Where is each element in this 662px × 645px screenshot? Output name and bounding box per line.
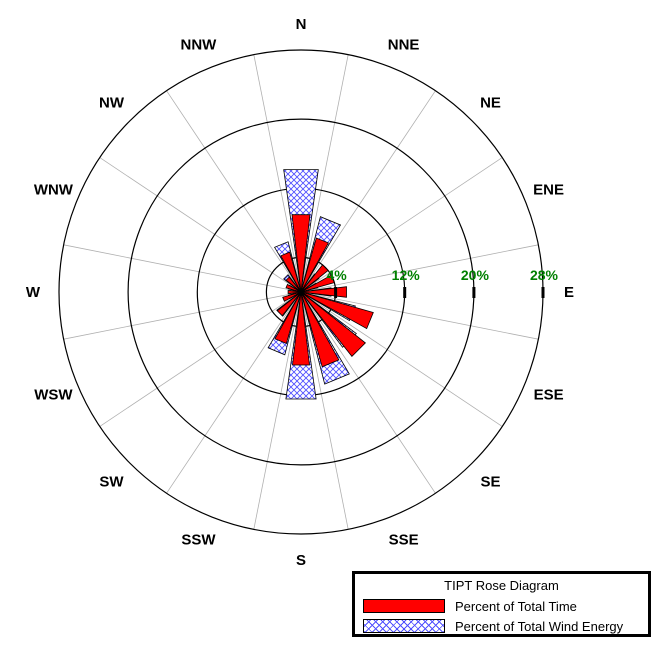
legend-swatch-time xyxy=(363,599,445,613)
ring-label-3: 28% xyxy=(530,267,559,283)
percent-of-total-time-petal-nne xyxy=(300,237,329,293)
percent-of-total-time-petal-ese xyxy=(300,291,374,330)
direction-label-n: N xyxy=(296,16,307,33)
percent-of-total-time-petal-n xyxy=(291,214,311,293)
percent-of-total-time-petal-wsw xyxy=(282,291,302,302)
percent-of-total-time-petal-ne xyxy=(300,264,329,293)
direction-label-ese: ESE xyxy=(534,387,564,404)
sector-spoke-sse xyxy=(300,291,349,530)
direction-label-sw: SW xyxy=(99,474,124,491)
sector-spoke-n xyxy=(300,54,349,293)
percent-of-total-time-petal-nnw xyxy=(280,251,302,293)
direction-label-ne: NE xyxy=(480,95,501,112)
direction-label-w: W xyxy=(26,284,41,301)
sector-spoke-ssw xyxy=(166,291,302,494)
direction-label-nne: NNE xyxy=(388,36,420,53)
sector-spoke-nnw xyxy=(253,54,302,293)
legend-swatch-energy xyxy=(363,619,445,633)
sector-spoke-w xyxy=(63,244,302,293)
legend-title: TIPT Rose Diagram xyxy=(444,578,559,593)
direction-label-se: SE xyxy=(480,474,500,491)
direction-label-sse: SSE xyxy=(389,532,419,549)
legend-label-energy: Percent of Total Wind Energy xyxy=(455,618,624,634)
percent-of-total-time-petal-wnw xyxy=(285,283,302,293)
direction-label-e: E xyxy=(564,284,574,301)
percent-of-total-time-petal-ssw xyxy=(274,291,302,345)
direction-label-ene: ENE xyxy=(533,181,564,198)
percent-of-total-time-petal-ene xyxy=(300,274,335,293)
direction-label-nw: NW xyxy=(99,95,125,112)
percent-of-total-time-petal-w xyxy=(287,290,302,294)
ring-tick-0 xyxy=(334,287,338,298)
sector-spoke-nne xyxy=(300,90,436,293)
sector-spoke-wsw xyxy=(63,291,302,340)
ring-label-2: 20% xyxy=(461,267,490,283)
direction-label-nnw: NNW xyxy=(180,36,217,53)
sector-spoke-e xyxy=(300,291,539,340)
sector-spoke-wnw xyxy=(99,157,302,293)
direction-label-ssw: SSW xyxy=(181,532,216,549)
sector-spoke-s xyxy=(253,291,302,530)
sector-spoke-se xyxy=(300,291,436,494)
direction-label-wnw: WNW xyxy=(34,181,74,198)
ring-label-0: 4% xyxy=(326,267,347,283)
ring-tick-2 xyxy=(472,287,476,298)
direction-label-s: S xyxy=(296,552,306,569)
ring-tick-3 xyxy=(541,287,545,298)
ring-label-1: 12% xyxy=(392,267,421,283)
percent-of-total-time-petal-s xyxy=(292,291,310,366)
sector-spoke-ese xyxy=(300,291,503,427)
direction-label-wsw: WSW xyxy=(34,387,73,404)
legend-label-time: Percent of Total Time xyxy=(455,598,577,614)
percent-of-total-time-petal-sw xyxy=(276,291,302,317)
percent-of-total-time-petal-nw xyxy=(285,276,302,293)
legend-item-energy: Percent of Total Wind Energy xyxy=(363,618,623,634)
sector-spoke-sw xyxy=(99,291,302,427)
sector-spoke-nw xyxy=(166,90,302,293)
percent-of-total-time-petal-sse xyxy=(300,291,340,368)
percent-of-total-time-petal-se xyxy=(300,291,367,358)
ring-tick-1 xyxy=(403,287,407,298)
legend-item-time: Percent of Total Time xyxy=(363,598,577,614)
legend: TIPT Rose Diagram Percent of Total Time … xyxy=(352,571,651,637)
sector-spoke-ene xyxy=(300,244,539,293)
sector-spoke-ne xyxy=(300,157,503,293)
wind-rose-chart: N NNE NE ENE E ESE SE SSE S SSW SW WSW W WNW NW NNW 4% 12… xyxy=(26,16,574,569)
